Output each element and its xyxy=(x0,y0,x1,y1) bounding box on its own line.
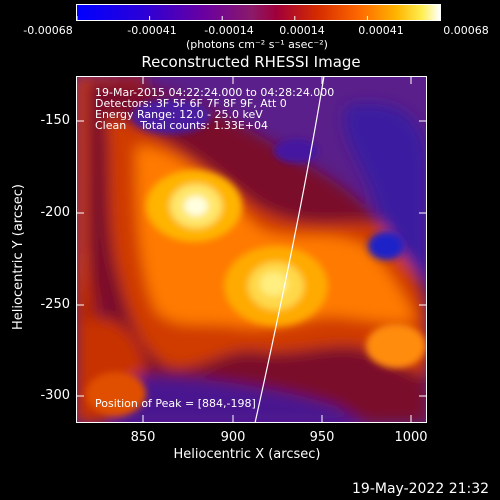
x-tick-label: 950 xyxy=(309,430,335,445)
colorbar-units-label: (photons cm⁻² s⁻¹ asec⁻²) xyxy=(186,38,328,51)
colorbar-tick-label: 0.00068 xyxy=(443,24,489,37)
colorbar-tick-label: 0.00014 xyxy=(279,24,325,37)
y-tick-label: -300 xyxy=(40,388,70,403)
info-time-range: 19-Mar-2015 04:22:24.000 to 04:28:24.000 xyxy=(95,86,335,99)
info-energy-range: Energy Range: 12.0 - 25.0 keV xyxy=(95,108,263,121)
y-tick-label: -150 xyxy=(40,113,70,128)
y-axis-label: Heliocentric Y (arcsec) xyxy=(11,184,26,330)
colorbar-tick-label: -0.00068 xyxy=(23,24,73,37)
solar-limb-line xyxy=(254,76,325,423)
rhessi-image xyxy=(76,76,427,423)
peak-position-label: Position of Peak = [884,-198] xyxy=(95,397,256,410)
y-tick-label: -200 xyxy=(40,205,70,220)
colorbar xyxy=(76,4,441,21)
info-detectors: Detectors: 3F 5F 6F 7F 8F 9F, Att 0 xyxy=(95,97,287,110)
generation-timestamp: 19-May-2022 21:32 xyxy=(352,481,490,497)
colorbar-tick-label: -0.00014 xyxy=(204,24,254,37)
x-tick-label: 850 xyxy=(130,430,156,445)
info-algorithm-counts: Clean Total counts: 1.33E+04 xyxy=(95,119,269,132)
x-tick-label: 900 xyxy=(220,430,246,445)
colorbar-tick-label: -0.00041 xyxy=(127,24,177,37)
colorbar-tick-label: 0.00041 xyxy=(358,24,404,37)
plot-title: Reconstructed RHESSI Image xyxy=(141,53,361,71)
x-tick-label: 1000 xyxy=(394,430,428,445)
y-tick-label: -250 xyxy=(40,297,70,312)
x-axis-label: Heliocentric X (arcsec) xyxy=(173,447,321,462)
